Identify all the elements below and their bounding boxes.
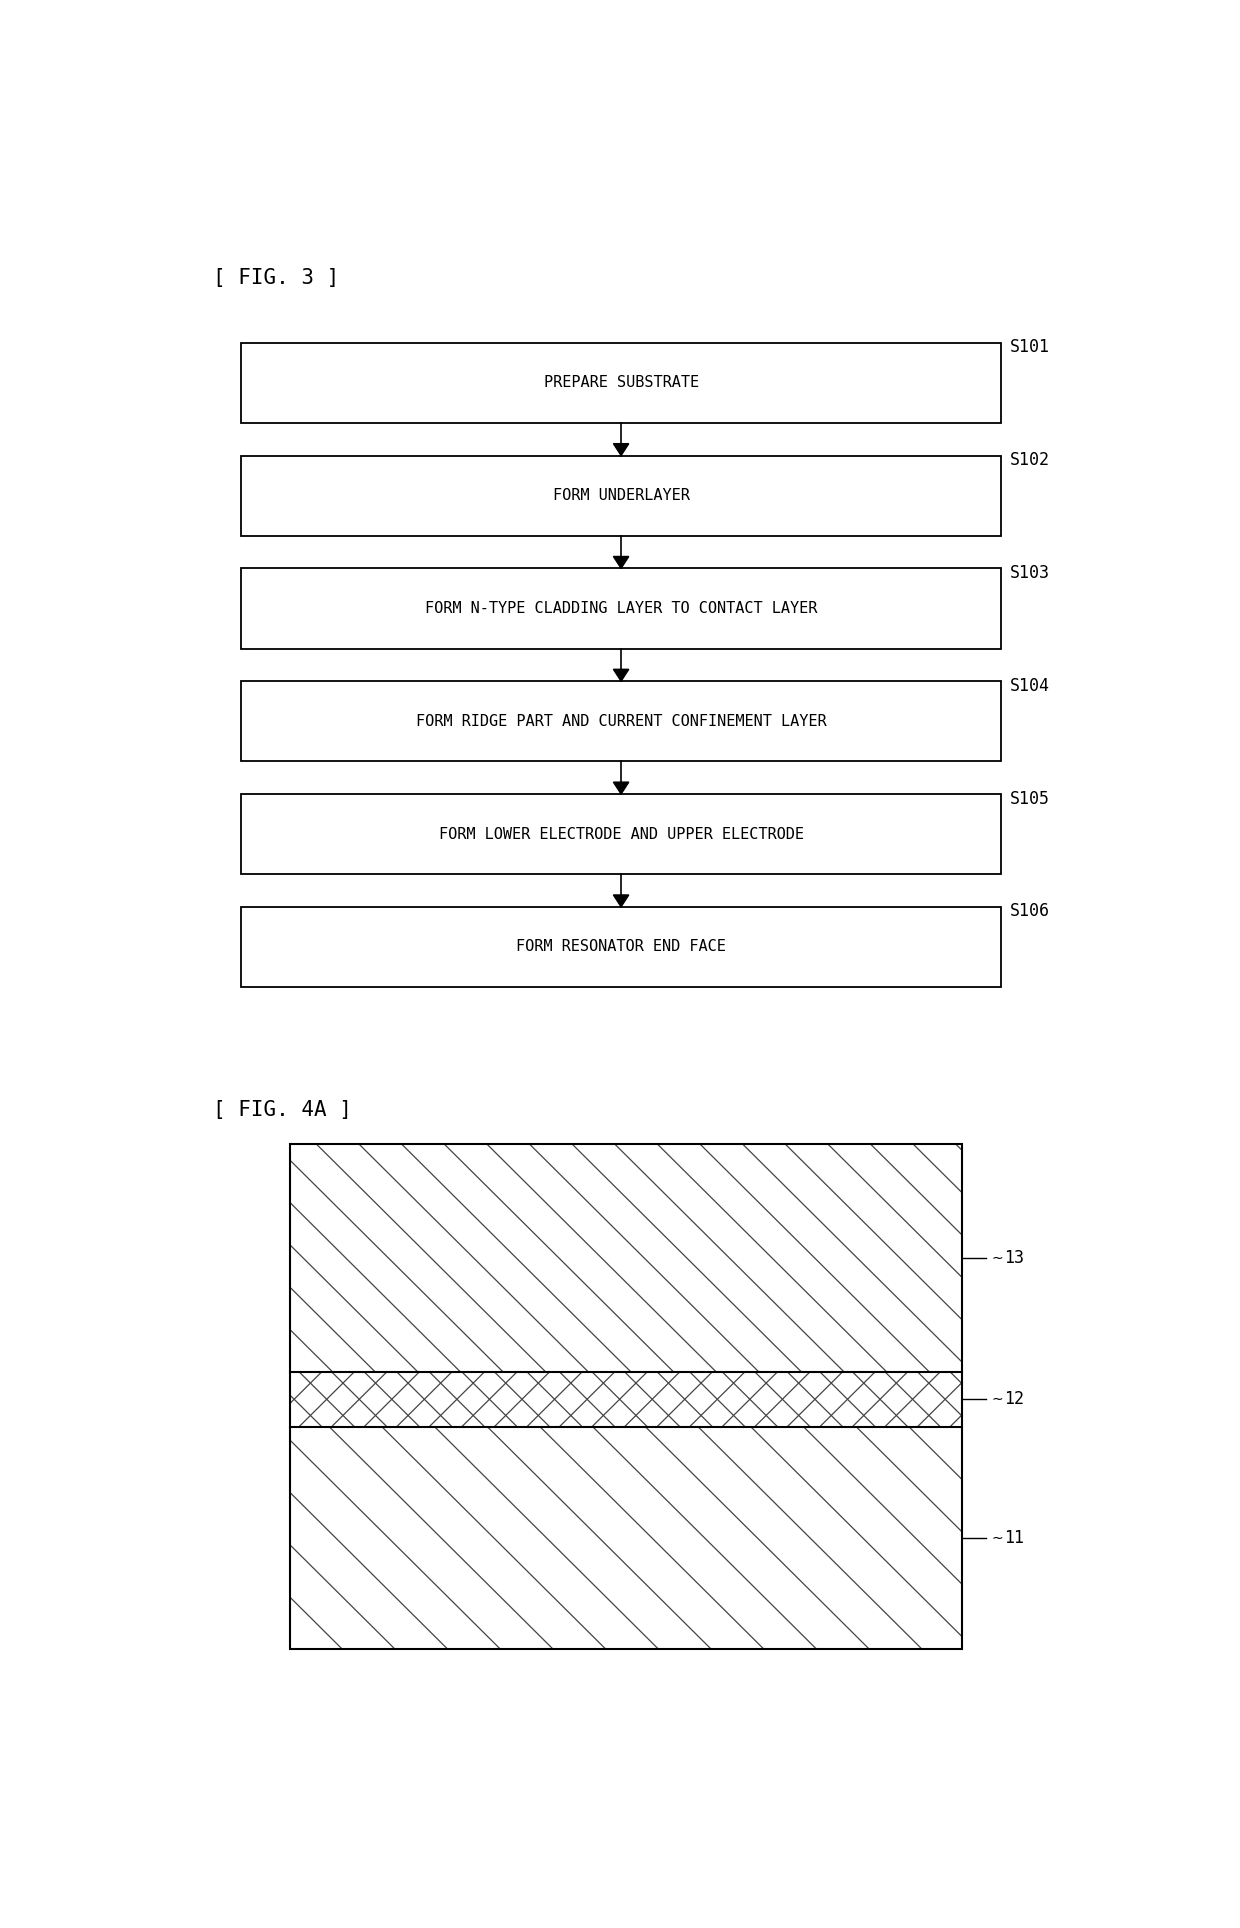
Text: FORM RIDGE PART AND CURRENT CONFINEMENT LAYER: FORM RIDGE PART AND CURRENT CONFINEMENT … [415, 713, 826, 729]
Text: S106: S106 [1011, 902, 1050, 920]
Bar [242, 906, 1001, 987]
Text: FORM UNDERLAYER: FORM UNDERLAYER [553, 488, 689, 503]
Text: S101: S101 [1011, 337, 1050, 357]
Bar [242, 343, 1001, 422]
Text: 11: 11 [1004, 1529, 1024, 1546]
Text: 13: 13 [1004, 1249, 1024, 1267]
Bar [242, 681, 1001, 762]
Text: FORM LOWER ELECTRODE AND UPPER ELECTRODE: FORM LOWER ELECTRODE AND UPPER ELECTRODE [439, 827, 804, 843]
Polygon shape [614, 557, 629, 569]
Text: FORM N-TYPE CLADDING LAYER TO CONTACT LAYER: FORM N-TYPE CLADDING LAYER TO CONTACT LA… [425, 602, 817, 615]
Text: [ FIG. 4A ]: [ FIG. 4A ] [213, 1099, 351, 1120]
Bar [290, 1145, 962, 1648]
Polygon shape [614, 783, 629, 794]
Bar [242, 569, 1001, 648]
Text: FORM RESONATOR END FACE: FORM RESONATOR END FACE [516, 939, 727, 954]
Text: PREPARE SUBSTRATE: PREPARE SUBSTRATE [543, 376, 698, 389]
Text: 12: 12 [1004, 1390, 1024, 1407]
Text: ∼: ∼ [991, 1531, 1003, 1544]
Text: ∼: ∼ [991, 1251, 1003, 1265]
Bar [290, 1145, 962, 1648]
Text: [ FIG. 3 ]: [ FIG. 3 ] [213, 268, 339, 289]
Text: ∼: ∼ [991, 1392, 1003, 1406]
Text: S103: S103 [1011, 563, 1050, 582]
Polygon shape [614, 443, 629, 455]
Text: S105: S105 [1011, 790, 1050, 808]
Bar [242, 455, 1001, 536]
Bar [242, 794, 1001, 873]
Polygon shape [614, 669, 629, 681]
Polygon shape [614, 895, 629, 906]
Text: S104: S104 [1011, 677, 1050, 694]
Text: S102: S102 [1011, 451, 1050, 469]
